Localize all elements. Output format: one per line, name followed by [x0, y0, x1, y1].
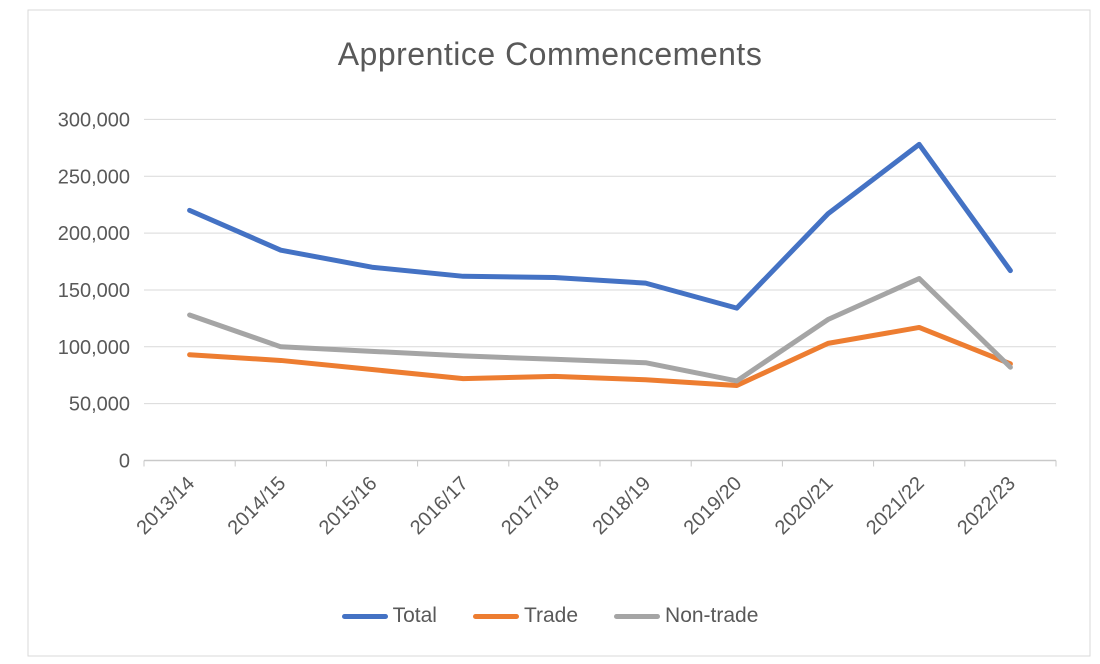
legend-swatch-trade: [472, 613, 519, 619]
legend-label-trade: Trade: [523, 604, 579, 627]
chart-frame-border: [27, 9, 1091, 657]
legend-swatch-non-trade: [614, 613, 661, 619]
x-tick-label: 2013/14: [132, 472, 199, 539]
y-tick-label: 250,000: [58, 166, 130, 188]
x-tick-label: 2014/15: [224, 472, 291, 539]
legend: Total Trade Non-trade: [0, 604, 1100, 628]
x-tick-label: 2020/21: [771, 472, 838, 539]
x-tick-label: 2021/22: [862, 472, 929, 539]
series-line-non-trade: [187, 276, 1013, 384]
y-tick-label: 200,000: [58, 223, 130, 245]
x-tick-label: 2015/16: [315, 472, 382, 539]
x-tick-label: 2022/23: [953, 472, 1020, 539]
series-line-trade: [187, 324, 1013, 388]
x-tick-label: 2016/17: [406, 472, 473, 539]
legend-label-non-trade: Non-trade: [665, 604, 759, 627]
x-tick-label: 2017/18: [497, 472, 564, 539]
legend-item-non-trade: Non-trade: [614, 604, 758, 628]
x-tick-label: 2019/20: [680, 472, 747, 539]
legend-item-trade: Trade: [472, 604, 579, 628]
legend-item-total: Total: [341, 604, 437, 628]
y-tick-label: 150,000: [58, 280, 130, 302]
y-tick-label: 50,000: [69, 394, 130, 416]
series-line-total: [187, 141, 1013, 311]
legend-label-total: Total: [392, 604, 437, 627]
chart-title: Apprentice Commencements: [337, 36, 763, 72]
y-tick-label: 0: [119, 451, 130, 473]
y-tick-label: 100,000: [58, 337, 130, 359]
x-tick-label: 2018/19: [588, 472, 655, 539]
y-tick-label: 300,000: [58, 109, 130, 131]
legend-swatch-total: [341, 613, 388, 619]
